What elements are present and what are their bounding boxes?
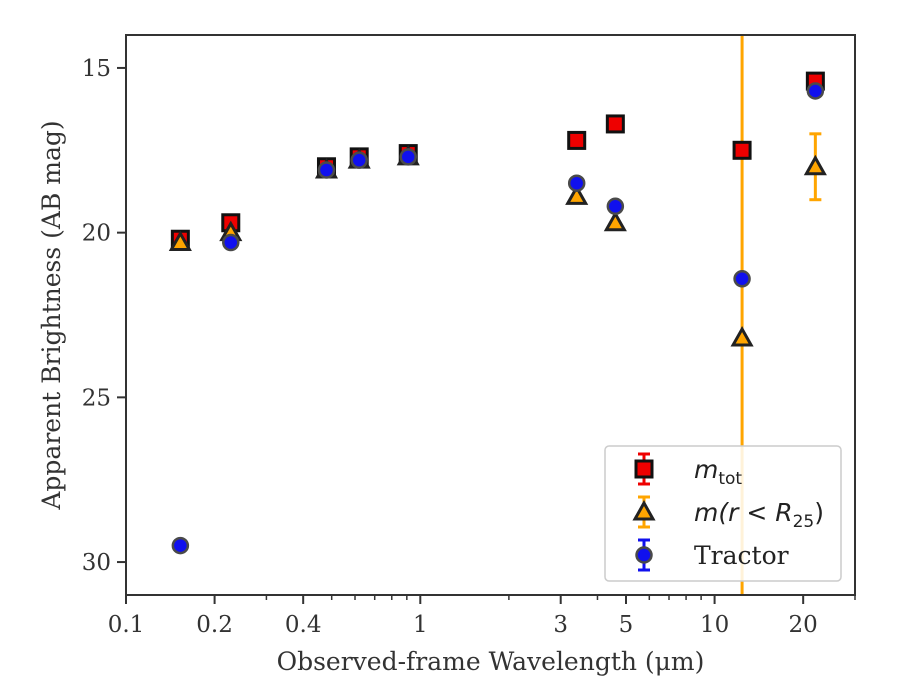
- circle-marker: [635, 546, 653, 564]
- square-marker: [634, 459, 654, 479]
- y-axis-title: Apparent Brightness (AB mag): [37, 120, 66, 510]
- legend-marker-circle: [635, 546, 653, 564]
- legend: mtot m(r < R25) Tractor: [604, 445, 842, 582]
- square-marker: [732, 140, 752, 160]
- data-point-triangle: [168, 230, 192, 252]
- data-point-triangle: [603, 210, 627, 232]
- circle-marker: [171, 536, 190, 555]
- x-tick-label: 0.2: [196, 612, 233, 638]
- data-point-triangle: [730, 325, 754, 347]
- data-point-square: [567, 130, 587, 150]
- circle-marker: [733, 270, 751, 288]
- x-axis-title: Observed-frame Wavelength (μm): [277, 647, 705, 676]
- x-tick-label: 1: [413, 612, 428, 638]
- circle-marker: [806, 82, 825, 100]
- x-tick-label: 5: [619, 612, 634, 638]
- data-point-circle: [567, 174, 586, 192]
- legend-label: mtot: [694, 455, 742, 489]
- data-point-square: [605, 114, 625, 134]
- circle-marker: [399, 148, 417, 166]
- data-point-circle: [399, 148, 417, 166]
- y-tick-label: 30: [82, 550, 111, 576]
- y-tick-label: 20: [82, 221, 111, 247]
- data-point-circle: [806, 82, 825, 100]
- y-tick-label: 15: [82, 56, 111, 82]
- triangle-marker: [730, 325, 754, 347]
- triangle-marker: [565, 184, 589, 205]
- circle-marker: [567, 174, 586, 192]
- circle-marker: [317, 161, 336, 179]
- legend-label: Tractor: [694, 541, 789, 570]
- data-point-circle: [317, 161, 336, 179]
- x-tick-label: 10: [700, 612, 729, 638]
- legend-marker-triangle: [632, 499, 656, 521]
- square-marker: [605, 114, 625, 134]
- data-point-square: [732, 140, 752, 160]
- data-point-circle: [222, 233, 240, 252]
- legend-label: m(r < R25): [694, 498, 824, 532]
- circle-marker: [606, 197, 625, 216]
- triangle-marker: [168, 230, 192, 252]
- legend-marker-square: [634, 459, 654, 479]
- square-marker: [567, 130, 587, 150]
- legend-box: [604, 445, 842, 582]
- circle-marker: [350, 151, 368, 169]
- data-point-circle: [350, 151, 368, 169]
- plot-frame: [125, 34, 856, 596]
- triangle-marker: [603, 210, 627, 232]
- x-tick-label: 3: [553, 612, 568, 638]
- data-point-circle: [171, 536, 190, 555]
- x-tick-label: 0.1: [108, 612, 145, 638]
- triangle-marker: [803, 154, 827, 176]
- data-point-triangle: [565, 184, 589, 205]
- data-point-circle: [733, 270, 751, 288]
- x-tick-label: 20: [789, 612, 818, 638]
- data-point-circle: [606, 197, 625, 216]
- data-point-triangle: [803, 154, 827, 176]
- triangle-marker: [632, 499, 656, 521]
- circle-marker: [222, 233, 240, 252]
- x-tick-label: 0.4: [285, 612, 322, 638]
- y-tick-label: 25: [82, 385, 111, 411]
